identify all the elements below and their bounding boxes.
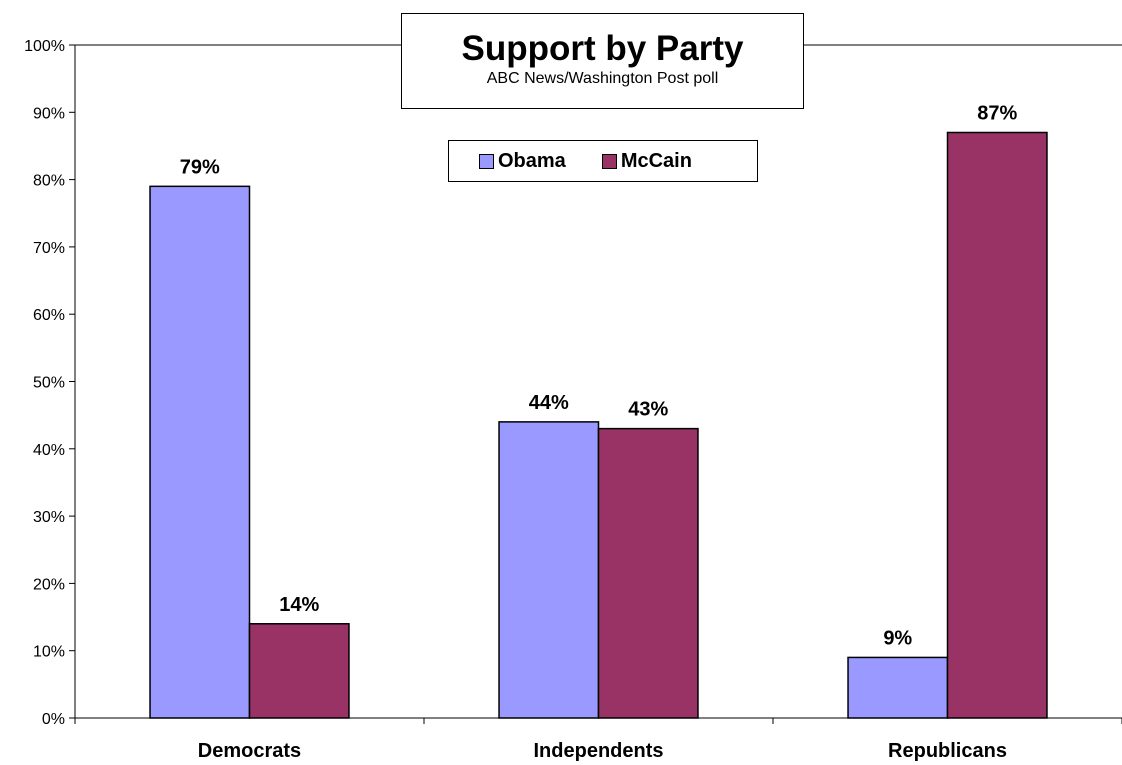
category-label: Republicans <box>888 740 1007 762</box>
data-label: 79% <box>180 156 220 178</box>
data-label: 44% <box>529 392 569 414</box>
y-tick-label: 20% <box>33 576 65 593</box>
bar-obama-republicans <box>847 656 949 719</box>
data-labels: 79% 14% 44% 43% 9% 87% <box>180 102 1018 649</box>
legend-swatch-obama <box>479 153 494 169</box>
x-axis-ticks <box>74 718 1122 724</box>
y-tick-label: 30% <box>33 509 65 526</box>
bar-mccain-independents <box>597 427 699 719</box>
category-label: Independents <box>533 740 663 762</box>
y-tick-label: 90% <box>33 105 65 122</box>
y-tick-label: 50% <box>33 375 65 392</box>
y-tick-label: 80% <box>33 173 65 190</box>
data-label: 14% <box>279 594 319 616</box>
y-tick-label: 40% <box>33 442 65 459</box>
data-label: 43% <box>628 399 668 421</box>
legend-item-mccain: McCain <box>601 149 692 173</box>
data-label: 87% <box>977 102 1017 124</box>
chart-title: Support by Party <box>461 29 744 68</box>
category-label: Democrats <box>198 740 301 762</box>
category-labels: Democrats Independents Republicans <box>198 740 1007 762</box>
bar-mccain-democrats <box>248 623 350 719</box>
y-axis-ticks: 0% 10% 20% 30% 40% 50% 60% 70% 80% 90% 100% <box>24 38 75 728</box>
y-tick-label: 0% <box>42 711 65 728</box>
bar-obama-democrats <box>149 185 251 719</box>
bar-mccain-republicans <box>946 131 1048 719</box>
legend-label-obama: Obama <box>498 149 566 172</box>
chart-title-box: Support by Party ABC News/Washington Pos… <box>401 13 804 109</box>
chart-subtitle: ABC News/Washington Post poll <box>486 70 719 87</box>
bars <box>149 131 1048 719</box>
legend-item-obama: Obama <box>479 150 566 173</box>
legend-label-mccain: McCain <box>620 149 692 172</box>
legend: Obama McCain <box>448 140 758 182</box>
bar-obama-independents <box>498 421 600 719</box>
y-tick-label: 10% <box>33 644 65 661</box>
y-tick-label: 70% <box>33 240 65 257</box>
y-tick-label: 100% <box>24 38 65 55</box>
legend-swatch-mccain <box>601 153 617 169</box>
y-tick-label: 60% <box>33 307 65 324</box>
data-label: 9% <box>883 627 912 649</box>
